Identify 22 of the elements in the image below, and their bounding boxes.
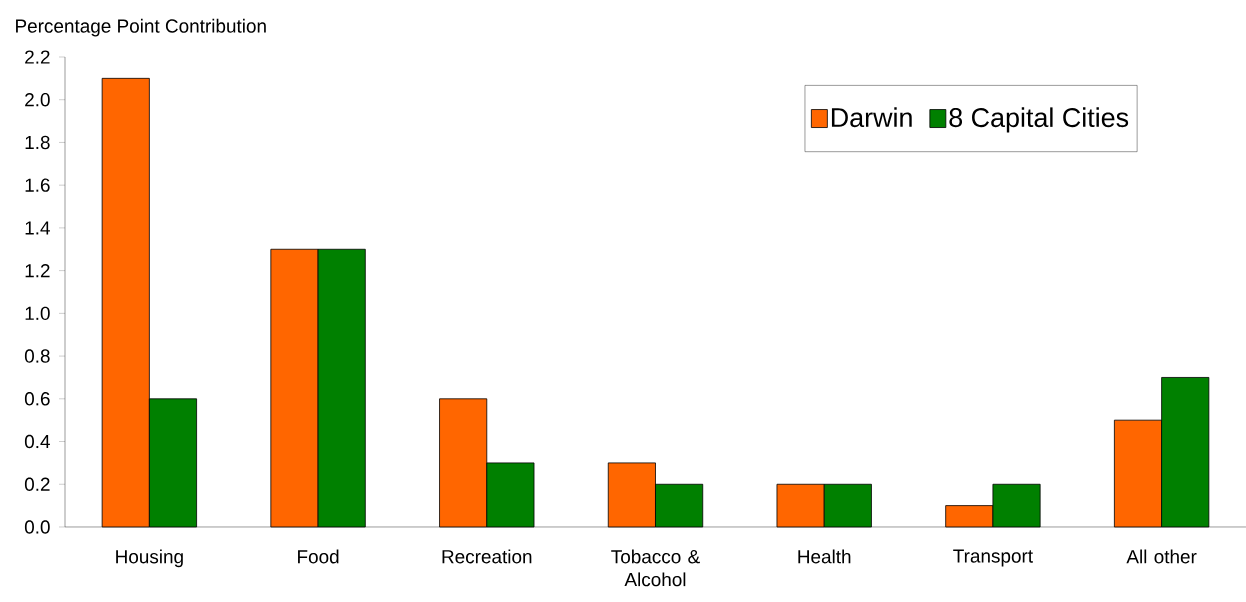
y-tick-label: 1.4 [25,221,50,235]
x-tick-label: Housing [116,549,183,568]
x-tick-label: Transport [953,549,1033,567]
x-tick-label: Tobacco & Alcohol [611,549,700,587]
legend-label: Darwin [831,107,912,128]
y-tick-label: 0.2 [24,477,50,491]
y-tick-label: 2.2 [25,50,50,64]
y-tick-label: 2.0 [25,93,50,107]
y-tick-label: 0.8 [24,349,50,363]
y-tick-label: 0.0 [24,520,50,534]
y-tick-label: 1.6 [25,178,50,192]
x-tick-label: Recreation [442,549,532,564]
y-axis-title: Percentage Point Contribution [16,18,266,37]
y-tick-label: 1.2 [25,264,50,278]
x-tick-label: Food [298,549,339,564]
x-tick-label: All other [1126,549,1197,564]
x-tick-label: Health [798,549,851,564]
y-tick-label: 1.0 [25,306,50,321]
y-tick-label: 1.8 [25,135,50,150]
y-tick-label: 0.6 [24,392,50,406]
y-tick-label: 0.4 [24,434,50,449]
legend-label: 8 Capital Cities [949,107,1129,133]
